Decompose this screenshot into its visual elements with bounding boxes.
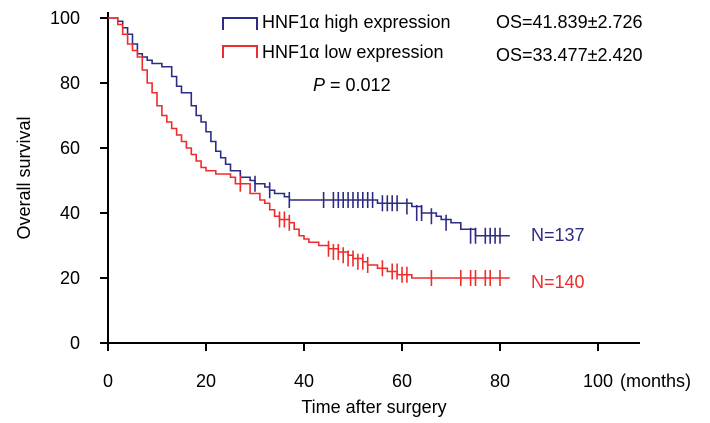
n-label-high: N=137 <box>531 225 585 245</box>
p-value-annotation: P = 0.012 <box>313 75 391 95</box>
survival-curves <box>108 17 510 286</box>
x-axis-title: Time after surgery <box>301 397 446 417</box>
legend-stat-high: OS=41.839±2.726 <box>496 12 643 32</box>
x-tick-label: 80 <box>490 371 510 391</box>
p-value-text: = 0.012 <box>325 75 391 95</box>
x-tick-label: 60 <box>392 371 412 391</box>
legend-marker-high <box>222 17 258 30</box>
y-tick-label: 60 <box>60 138 80 158</box>
y-tick-label: 40 <box>60 203 80 223</box>
y-tick-label: 0 <box>70 333 80 353</box>
legend-label-low: HNF1α low expression <box>262 42 443 62</box>
x-axis-ticks: 0 20 40 60 80 100 <box>103 343 613 391</box>
p-value-symbol: P <box>313 75 325 95</box>
x-tick-label: 0 <box>103 371 113 391</box>
y-tick-label: 100 <box>50 8 80 28</box>
legend: HNF1α high expression OS=41.839±2.726 HN… <box>222 12 643 65</box>
curve-high <box>108 17 510 237</box>
n-label-low: N=140 <box>531 272 585 292</box>
x-tick-label: 20 <box>196 371 216 391</box>
x-axis-unit: (months) <box>620 371 691 391</box>
legend-label-high: HNF1α high expression <box>262 12 451 32</box>
x-tick-label: 40 <box>294 371 314 391</box>
x-tick-label: 100 <box>583 371 613 391</box>
y-tick-label: 20 <box>60 268 80 288</box>
legend-marker-low <box>222 45 258 58</box>
y-tick-label: 80 <box>60 73 80 93</box>
y-axis-ticks: 0 20 40 60 80 100 <box>50 8 108 353</box>
y-axis-title: Overall survival <box>14 116 34 239</box>
legend-stat-low: OS=33.477±2.420 <box>496 45 643 65</box>
